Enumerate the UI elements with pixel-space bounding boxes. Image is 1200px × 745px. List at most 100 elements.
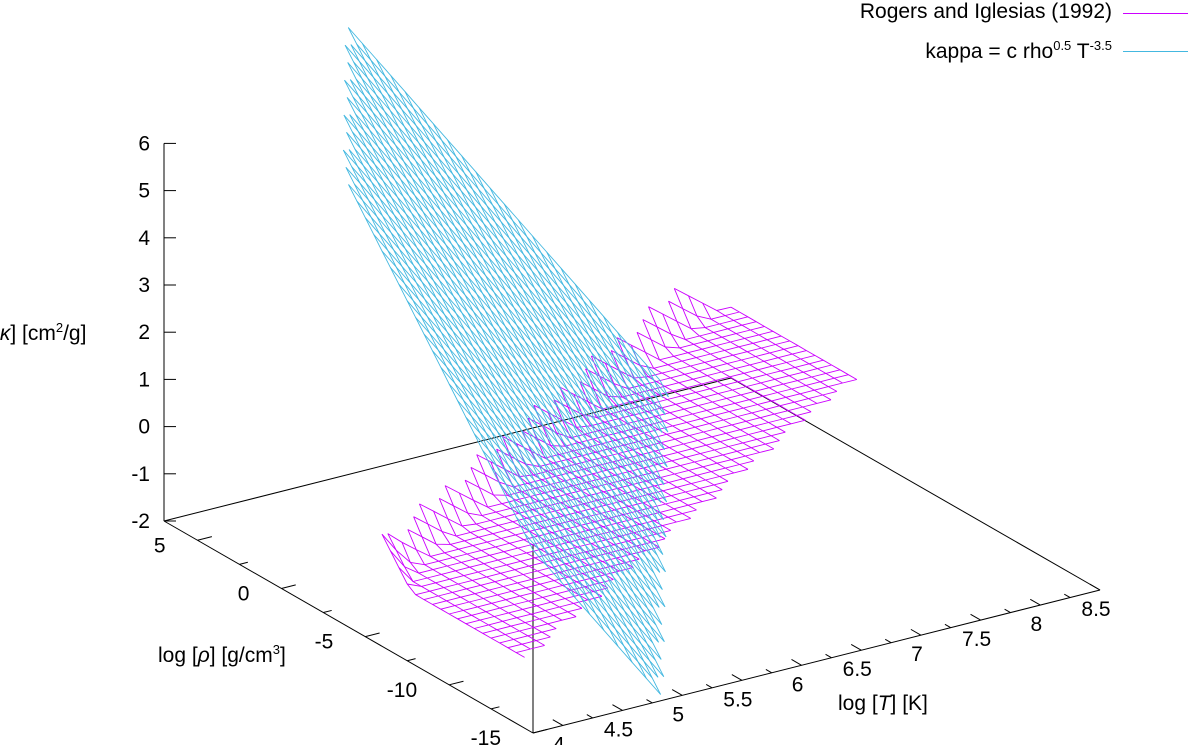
kramers-mesh-line — [344, 79, 657, 434]
rogers-mesh-line — [470, 411, 812, 488]
rogers-mesh-line — [440, 558, 640, 610]
y-minor-tick — [239, 561, 248, 565]
kramers-mesh-line — [351, 131, 665, 485]
legend-swatch-rogers-iglesias — [1123, 13, 1188, 14]
kramers-mesh-line — [349, 79, 662, 695]
kramers-mesh-line — [352, 96, 666, 450]
x-tick — [970, 613, 981, 621]
kramers-mesh-line — [348, 149, 662, 503]
kramers-mesh-line — [343, 114, 657, 469]
z-tick-label: 6 — [138, 132, 150, 155]
z-tick-label: -2 — [131, 510, 150, 533]
kramers-mesh-line — [473, 433, 659, 643]
x-tick-label: 8.5 — [1081, 598, 1110, 621]
axis-ticks: 6 5 4 3 2 1 0 -1 -2 4 4.5 5 5.5 6 6.5 7 7.5 8 8.5 5 0 -5 -10 -1… — [131, 132, 1110, 745]
rogers-mesh-line — [527, 369, 841, 439]
legend-entry-rogers-iglesias: Rogers and Iglesias (1992) — [859, 0, 1112, 23]
kramers-mesh-line — [355, 113, 668, 468]
kramers-mesh-line — [398, 283, 655, 574]
kramers-mesh-line — [517, 219, 662, 503]
axis-rho-edge — [163, 520, 534, 734]
z-tick-label: 0 — [138, 416, 150, 439]
kramers-mesh-line — [347, 27, 661, 381]
rogers-mesh-line — [482, 607, 583, 634]
x-minor-tick — [705, 684, 713, 689]
rogers-mesh-line — [423, 538, 666, 601]
x-tick — [552, 719, 564, 726]
kramers-mesh-line — [347, 27, 660, 643]
y-tick-label: -10 — [387, 679, 417, 702]
rogers-mesh-line — [474, 595, 603, 629]
rogers-mesh-line — [444, 431, 786, 508]
kramers-mesh-line — [349, 79, 663, 433]
kramers-mesh-line — [503, 203, 664, 520]
axis-t-edge — [532, 589, 1101, 734]
x-tick-label: 5.5 — [723, 688, 752, 711]
y-tick — [281, 584, 296, 589]
rogers-mesh-line — [642, 319, 786, 433]
rogers-mesh-line — [610, 350, 755, 462]
kramers-mesh-line — [350, 44, 664, 398]
y-tick — [532, 728, 548, 734]
kramers-mesh-line — [423, 333, 666, 608]
y-axis-label: log [ρ] [g/cm3] — [158, 642, 286, 667]
kramers-mesh-line — [457, 400, 657, 626]
kramers-mesh-line — [490, 466, 662, 660]
y-tick — [197, 536, 212, 541]
kramers-mesh-line — [588, 299, 666, 450]
rogers-mesh-line — [448, 567, 634, 615]
kramers-mesh-line — [532, 549, 661, 695]
legend-swatch-kramers — [1123, 51, 1188, 52]
legend-entry-kramers: kappa = c rho0.5 T-3.5 — [925, 38, 1112, 63]
x-minor-tick — [765, 668, 772, 674]
z-tick-label: -1 — [131, 463, 150, 486]
x-axis-label: log [T] [K] — [838, 692, 928, 715]
x-tick-label: 6 — [792, 673, 804, 696]
rogers-mesh-line — [413, 516, 557, 629]
rogers-mesh-line — [662, 313, 806, 421]
x-minor-tick — [1004, 608, 1011, 614]
kramers-mesh-line — [348, 184, 661, 538]
rogers-mesh-line — [516, 644, 545, 654]
rogers-mesh-line — [573, 394, 717, 499]
x-tick-label: 7 — [911, 643, 923, 666]
rogers-mesh-line — [668, 300, 740, 320]
kramers-mesh-line — [406, 300, 663, 590]
kramers-mesh-line — [418, 107, 663, 590]
y-minor-tick — [323, 609, 332, 614]
kramers-mesh-line — [344, 44, 658, 399]
x-tick — [910, 628, 922, 636]
kramers-mesh-line — [347, 62, 660, 416]
kramers-mesh-line — [345, 167, 659, 521]
rogers-mesh-line — [401, 542, 545, 646]
kramers-mesh-line — [499, 483, 656, 661]
rogers-mesh-line — [610, 335, 782, 369]
rogers-mesh-line — [716, 310, 843, 384]
rogers-mesh-line — [407, 468, 749, 545]
rogers-mesh-line — [648, 306, 792, 425]
kramers-mesh-line — [346, 97, 660, 451]
x-tick-label: 7.5 — [962, 628, 991, 651]
rogers-mesh-line — [590, 355, 735, 474]
y-minor-tick — [490, 706, 500, 710]
rogers-mesh-line — [465, 587, 608, 625]
rogers-mesh-line — [616, 337, 760, 453]
kramers-mesh-line — [349, 114, 662, 468]
rogers-mesh-line — [490, 616, 577, 639]
x-minor-tick — [1064, 593, 1071, 598]
rogers-mesh-line — [730, 306, 858, 380]
y-tick-label: 0 — [238, 582, 250, 605]
kramers-mesh-line — [507, 499, 665, 677]
kramers-mesh-line — [390, 267, 661, 573]
kramers-mesh-line — [515, 516, 659, 678]
x-tick — [791, 659, 802, 666]
rogers-mesh-line — [496, 390, 837, 467]
x-minor-tick — [884, 638, 892, 644]
kramers-mesh-line — [482, 450, 654, 644]
rogers-mesh-line — [630, 344, 775, 450]
rogers-mesh-line — [407, 529, 551, 638]
rogers-mesh-line — [381, 533, 525, 658]
kramers-mesh-line — [351, 166, 664, 520]
x-tick-label: 8 — [1030, 613, 1042, 636]
legend: Rogers and Iglesias (1992) kappa = c rho… — [800, 0, 1200, 80]
